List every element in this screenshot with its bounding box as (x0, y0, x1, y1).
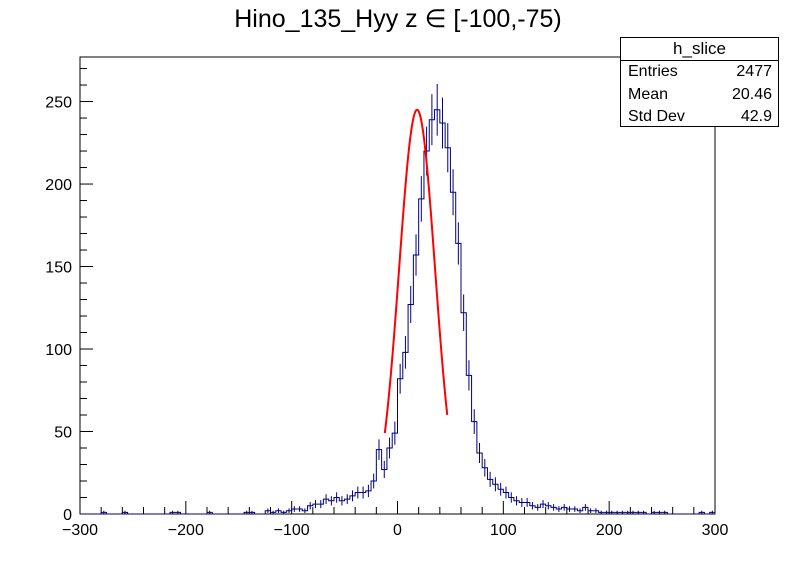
stats-value: 42.9 (740, 108, 772, 125)
stats-row-stddev: Std Dev 42.9 (621, 106, 778, 129)
histogram-outline (80, 109, 716, 515)
x-tick-label: 0 (393, 522, 402, 539)
stats-value: 20.46 (731, 85, 772, 103)
x-tick-label: 200 (596, 522, 623, 539)
stats-label: Mean (628, 85, 669, 103)
x-tick-label: −300 (62, 522, 98, 539)
chart-title: Hino_135_Hyy z ∈ [-100,-75) (234, 5, 562, 33)
stats-row-mean: Mean 20.46 (621, 84, 778, 107)
stats-box: h_slice Entries 2477 Mean 20.46 Std Dev … (620, 37, 779, 127)
y-tick-label: 150 (45, 260, 72, 277)
x-tick-label: 100 (490, 522, 517, 539)
y-tick-label: 200 (45, 177, 72, 194)
gaussian-fit-series (383, 108, 449, 434)
y-tick-label: 0 (63, 507, 72, 524)
y-tick-label: 250 (45, 95, 72, 112)
stats-label: Entries (628, 63, 678, 80)
y-tick-label: 50 (54, 425, 72, 442)
histogram-series (80, 83, 716, 515)
y-tick-label: 100 (45, 342, 72, 359)
x-tick-label: 300 (702, 522, 729, 539)
gaussian-fit-curve (383, 108, 449, 434)
stats-value: 2477 (736, 63, 772, 80)
y-axis: 0 50 100 150 200 250 (45, 68, 93, 524)
stats-label: Std Dev (628, 108, 685, 125)
stats-box-title: h_slice (621, 38, 778, 61)
x-axis: −300 −200 −100 0 100 200 300 (62, 501, 728, 539)
x-tick-label: −200 (168, 522, 204, 539)
x-tick-label: −100 (274, 522, 310, 539)
stats-row-entries: Entries 2477 (621, 61, 778, 84)
